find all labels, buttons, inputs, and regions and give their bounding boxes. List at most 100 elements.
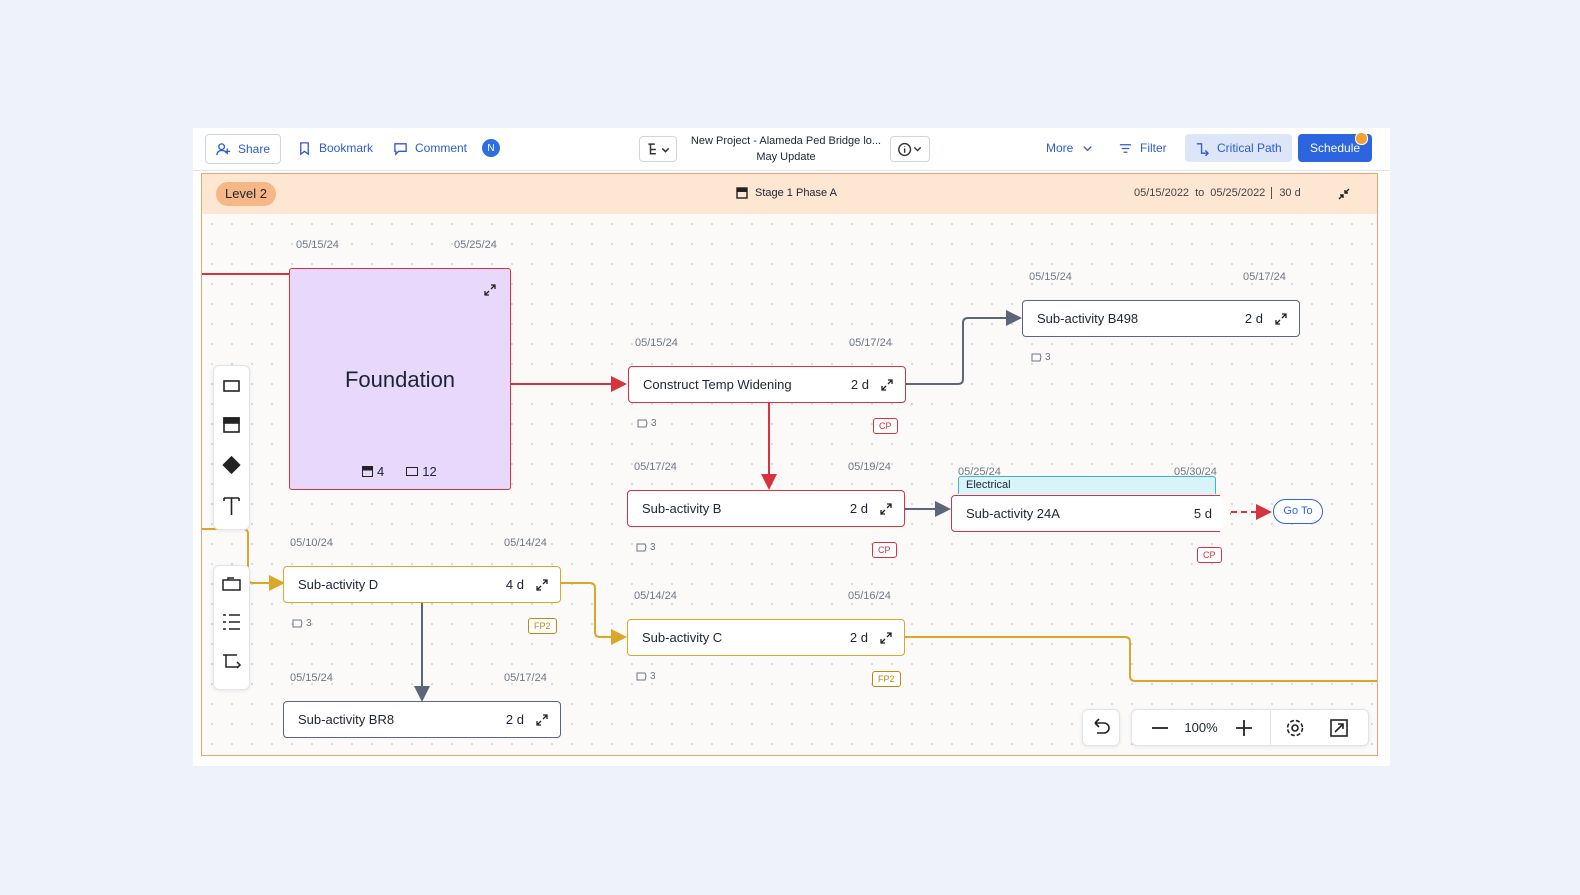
hierarchy-dropdown[interactable] (639, 136, 677, 162)
share-button[interactable]: Share (205, 134, 282, 164)
level-badge: Level 2 (216, 182, 276, 206)
critical-path-button[interactable]: Critical Path (1185, 134, 1292, 162)
stage-name: Stage 1 Phase A (736, 187, 837, 199)
stage-to: to (1195, 187, 1205, 199)
end-date: 05/17/24 (1243, 271, 1286, 283)
log-tool[interactable] (222, 577, 241, 591)
expand-icon[interactable] (880, 631, 892, 644)
project-info: New Project - Alameda Ped Bridge lo... M… (681, 133, 891, 165)
edges (202, 273, 1377, 702)
end-date: 05/16/24 (848, 590, 891, 602)
activity-node[interactable]: Sub-activity B498 2 d (1022, 300, 1300, 337)
milestone-tool[interactable] (222, 455, 241, 475)
activity-node[interactable]: Sub-activity B 2 d (627, 490, 905, 527)
bookmark-button[interactable]: Bookmark (297, 134, 373, 162)
expand-icon[interactable] (881, 378, 893, 391)
node-duration: 4 d (505, 577, 524, 592)
node-title: Sub-activity BR8 (298, 712, 395, 727)
more-button[interactable]: More (1046, 134, 1095, 162)
expand-icon[interactable] (1275, 312, 1287, 325)
activity-node[interactable]: Sub-activity 24A 5 d (951, 495, 1231, 532)
start-date: 05/15/24 (290, 672, 333, 684)
critical-path-label: Critical Path (1217, 141, 1282, 155)
flow-tool[interactable] (223, 654, 242, 669)
node-duration: 5 d (1193, 506, 1212, 521)
filter-button[interactable]: Filter (1118, 134, 1167, 162)
end-date: 05/17/24 (849, 337, 892, 349)
start-date: 05/15/24 (635, 337, 678, 349)
comment-count-text: 3 (306, 618, 312, 629)
summary-node[interactable]: Foundation 4 12 (289, 268, 511, 490)
milestone-count-text: 4 (377, 464, 385, 479)
stage-end: 05/25/2022 (1210, 187, 1266, 199)
text-tool[interactable] (223, 497, 240, 515)
collapse-icon[interactable] (1337, 187, 1351, 201)
node-title: Sub-activity D (298, 577, 379, 592)
path-tag: CP (1197, 547, 1222, 563)
comment-button[interactable]: Comment (393, 134, 467, 162)
comment-count[interactable]: 3 (1031, 352, 1051, 363)
node-duration: 2 d (849, 630, 868, 645)
stage-tool[interactable] (223, 417, 240, 433)
end-date: 05/30/24 (1174, 466, 1217, 478)
info-dropdown[interactable] (890, 136, 930, 162)
fit-button[interactable] (1319, 710, 1359, 745)
end-date: 05/14/24 (504, 537, 547, 549)
zoom-in[interactable] (1220, 710, 1270, 745)
expand-icon[interactable] (484, 283, 496, 301)
end-date: 05/17/24 (504, 672, 547, 684)
expand-icon[interactable] (536, 713, 548, 726)
comment-count-text: 3 (651, 418, 657, 429)
comment-count[interactable]: 3 (636, 542, 656, 553)
view-palette (213, 565, 250, 690)
node-duration: 2 d (850, 377, 869, 392)
activity-node[interactable]: Sub-activity C 2 d (627, 619, 905, 656)
project-title: New Project - Alameda Ped Bridge lo... (690, 135, 882, 147)
expand-icon[interactable] (880, 502, 892, 515)
bookmark-label: Bookmark (319, 141, 374, 155)
comment-count[interactable]: 3 (636, 671, 656, 682)
node-counts: 4 12 (362, 464, 437, 479)
schedule-label: Schedule (1310, 141, 1361, 155)
note-count: 12 (406, 464, 437, 479)
undo-button[interactable] (1082, 709, 1120, 746)
comment-count[interactable]: 3 (637, 418, 657, 429)
task-tool[interactable] (223, 380, 240, 392)
node-duration: 2 d (505, 712, 524, 727)
path-tag: FP2 (872, 671, 901, 687)
start-date: 05/17/24 (634, 461, 677, 473)
path-tag: CP (873, 418, 898, 434)
activity-node[interactable]: Construct Temp Widening 2 d (628, 366, 906, 403)
start-date: 05/15/24 (296, 239, 339, 251)
comment-count[interactable]: 3 (292, 618, 312, 629)
node-title: Foundation (344, 367, 456, 392)
list-tool[interactable] (223, 614, 240, 630)
edge (561, 582, 627, 645)
project-subtitle: May Update (756, 151, 816, 163)
activity-node[interactable]: Sub-activity D 4 d (283, 566, 561, 603)
node-duration: 2 d (849, 501, 868, 516)
expand-icon[interactable] (536, 578, 548, 591)
start-date: 05/10/24 (290, 537, 333, 549)
stage-name-text: Stage 1 Phase A (755, 187, 837, 199)
toolbar: Share Bookmark Comment N New Project - A… (193, 128, 1390, 171)
path-tag: FP2 (528, 618, 557, 634)
more-label: More (1046, 141, 1074, 155)
stage-dates: 05/15/2022 to 05/25/2022 30 d (1134, 187, 1301, 199)
node-title: Construct Temp Widening (643, 377, 792, 392)
stage-duration: 30 d (1271, 187, 1301, 199)
node-duration: 2 d (1244, 311, 1263, 326)
activity-node[interactable]: Sub-activity BR8 2 d (283, 701, 561, 738)
group-tab: Electrical (958, 476, 1216, 494)
node-title: Sub-activity B498 (1037, 311, 1139, 326)
zoom-out[interactable] (1132, 710, 1182, 745)
stage-header: Level 2 Stage 1 Phase A 05/15/2022 to 05… (202, 174, 1377, 214)
node-title: Sub-activity B (642, 501, 722, 516)
note-count-text: 12 (422, 464, 437, 479)
path-tag: CP (872, 542, 897, 558)
avatar[interactable]: N (482, 139, 500, 157)
go-to-button[interactable]: Go To (1273, 499, 1323, 524)
settings-button[interactable] (1270, 710, 1319, 745)
edge (905, 636, 1377, 682)
